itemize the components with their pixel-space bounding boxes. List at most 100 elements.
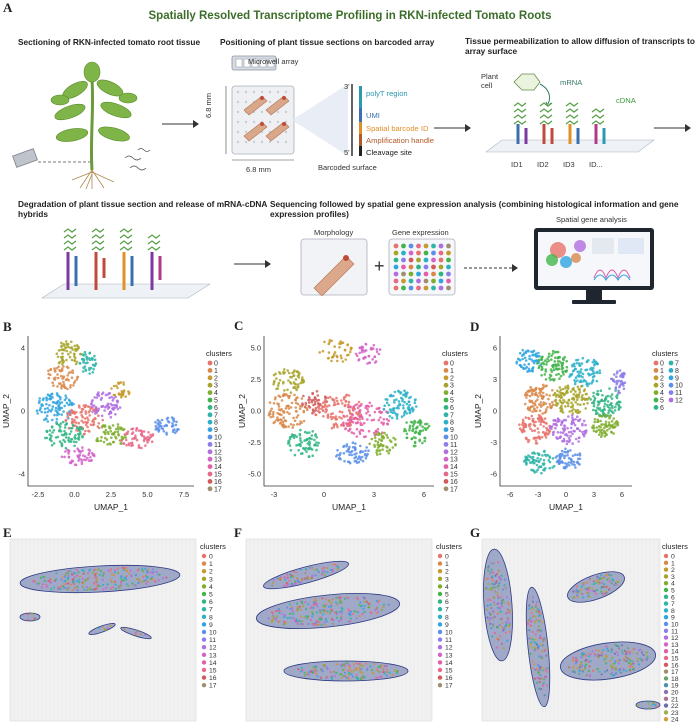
spatial-spot [499,578,502,581]
spatial-spot [147,568,150,571]
umap-point [536,398,539,401]
umap-point [571,432,574,436]
spatial-spot [489,571,492,574]
legend-swatch [437,591,443,597]
spatial-spot [597,656,600,659]
legend-swatch [663,696,669,701]
umap-point [373,443,376,447]
umap-point [592,429,596,433]
legend-swatch [201,622,207,627]
umap-point [531,451,534,455]
umap-point [584,423,587,427]
spatial-spot [315,603,318,606]
umap-point [388,449,391,452]
umap-point [73,344,76,348]
umap-point [70,340,73,344]
spatial-spot [136,569,139,572]
spatial-spot [535,667,538,670]
spatial-spot [501,605,504,608]
umap-point [122,442,126,445]
umap-point [51,400,55,404]
umap-point [544,408,548,411]
umap-point [61,420,65,424]
umap-point [271,412,275,416]
umap-point [344,400,348,403]
legend-swatch [443,449,449,455]
umap-point [298,432,302,436]
umap-point [533,424,537,428]
umap-point [59,397,62,401]
umap-point [74,424,77,427]
spatial-spot [334,563,337,566]
spatial-spot [538,666,542,669]
spatial-spot [371,669,374,672]
umap-point [301,378,305,382]
gene-expression-dot [423,257,429,263]
umap-point [89,423,93,426]
umap-point [614,386,618,389]
spatial-spot [321,597,324,600]
legend-swatch [663,676,669,681]
spatial-spot [492,586,495,589]
umap-point [577,419,581,423]
umap-point [154,424,158,428]
spatial-spot [71,573,74,576]
umap-point [516,357,520,361]
spatial-spot [617,645,620,648]
spatial-spot [292,617,295,620]
y-tick-label: -4 [18,470,25,479]
spatial-spot [340,673,343,676]
legend-title: clusters [206,349,232,358]
spatial-spot [88,569,91,572]
umap-point [340,341,344,344]
umap-point [62,360,66,363]
legend-label: 4 [214,390,218,397]
spatial-spot [65,572,68,575]
umap-point [273,397,277,401]
spatial-spot [312,606,315,610]
spatial-spot [543,648,546,652]
legend-label: 9 [445,622,449,629]
spatial-spot [485,608,488,611]
umap-point [537,459,541,463]
spatial-spot [637,663,641,666]
umap-point [539,393,542,397]
umap-point [272,382,275,386]
spatial-spot [47,579,50,583]
umap-point [599,426,602,429]
y-tick-label: 5.0 [251,344,261,353]
arrow-3 [654,124,691,132]
legend-swatch [663,662,669,667]
spatial-spot [535,601,538,604]
panel-label-d: D [470,319,480,334]
umap-point [93,364,96,368]
umap-point [67,455,71,459]
spatial-spot [606,647,609,650]
umap-point [114,413,117,416]
spatial-spot [290,574,293,577]
legend-swatch [201,652,207,657]
spatial-spot [78,575,81,578]
spatial-spot [614,668,617,671]
umap-point [131,443,134,447]
umap-point [377,418,381,422]
umap-point [547,459,550,462]
umap-point [367,354,371,358]
legend-label: 4 [445,584,449,591]
umap-point [77,421,81,425]
umap-point [556,417,560,420]
spatial-spot [352,669,356,672]
umap-point [386,398,389,401]
umap-point [340,417,343,420]
umap-point [50,408,54,411]
spatial-spot [536,681,539,684]
umap-point [344,395,347,399]
umap-point [67,403,70,407]
legend-label: 17 [214,486,222,493]
umap-point [548,394,551,397]
umap-point [537,466,541,469]
umap-point [35,409,39,412]
umap-point [344,403,347,407]
spatial-spot [335,616,339,619]
spatial-spot [314,568,317,571]
